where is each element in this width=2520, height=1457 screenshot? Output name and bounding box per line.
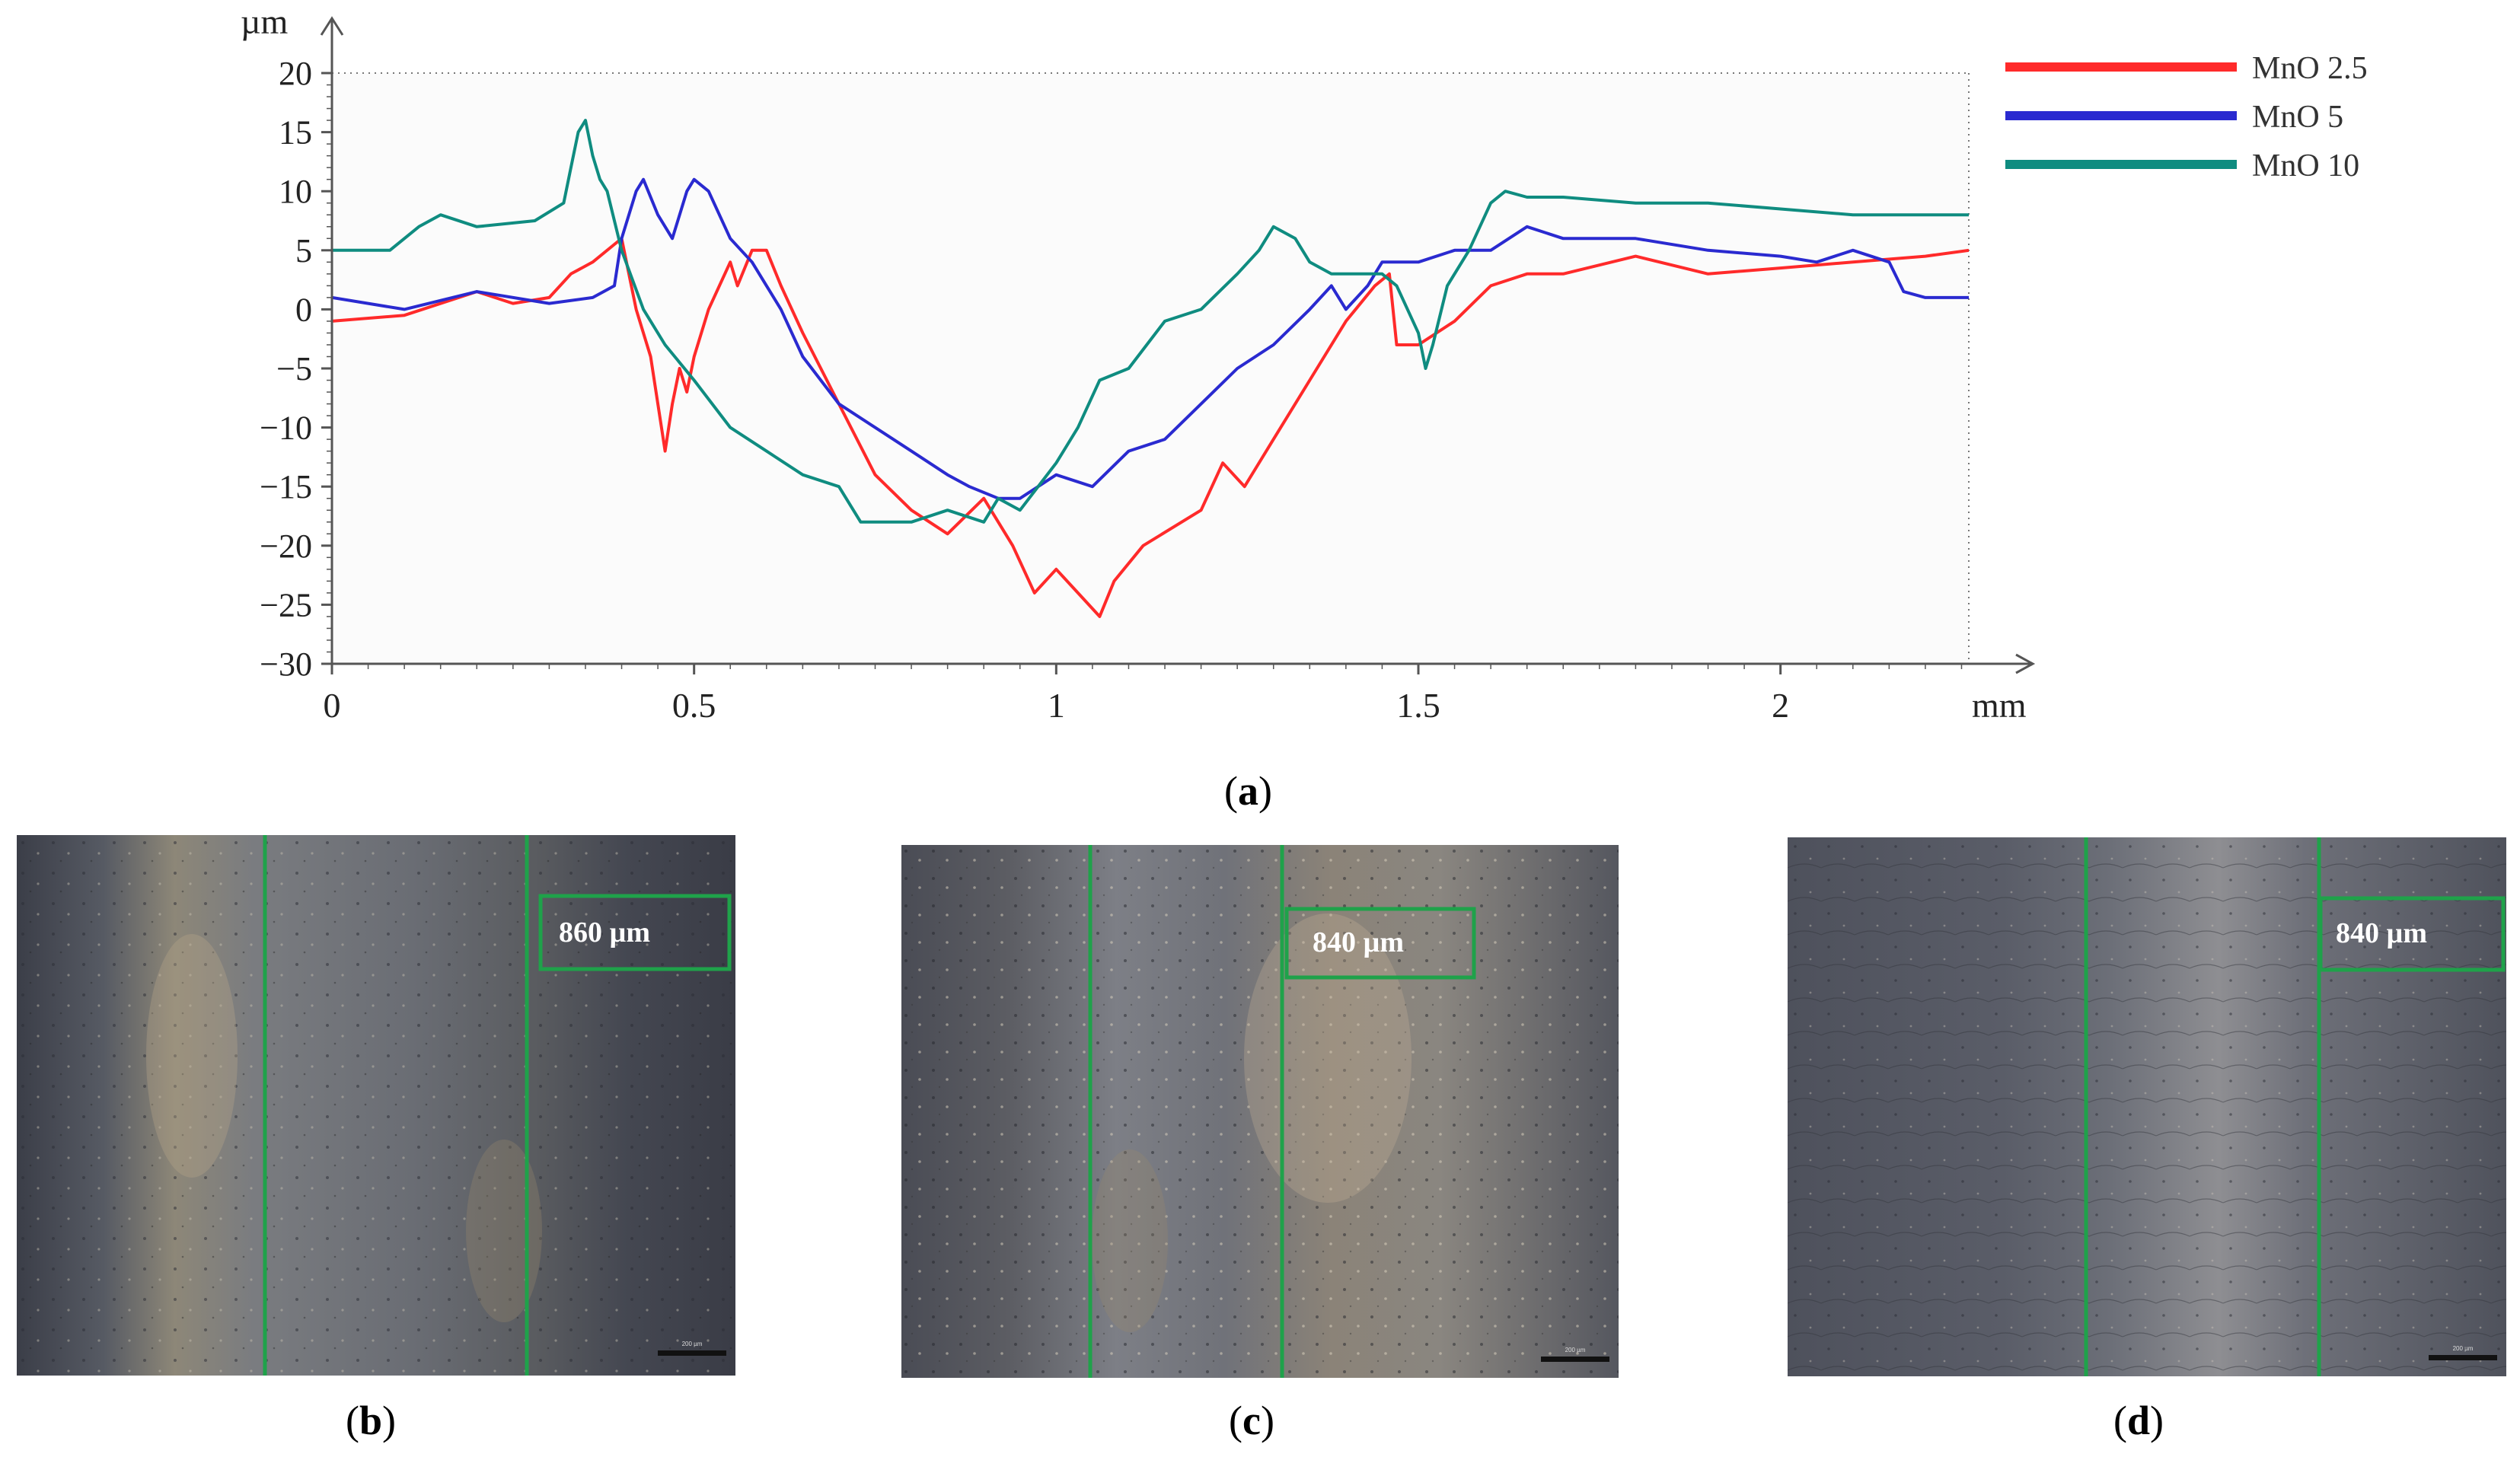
x-tick-label: 1.5 <box>1396 686 1440 725</box>
x-axis-arrow <box>2015 653 2036 674</box>
y-tick-label: −15 <box>260 468 312 505</box>
y-tick-label: −25 <box>260 586 312 623</box>
y-tick-label: 10 <box>279 173 312 210</box>
caption-a-letter: a <box>1237 768 1258 814</box>
y-tick-label: −10 <box>260 410 312 447</box>
caption-d-letter: d <box>2126 1398 2151 1443</box>
caption-b: (b) <box>346 1398 397 1443</box>
x-tick-label: 1 <box>1048 686 1065 725</box>
scale-bar-label: 200 µm <box>1565 1347 1586 1353</box>
legend-label: MnO 10 <box>2252 148 2359 183</box>
caption-b-letter: b <box>359 1398 383 1443</box>
scale-bar <box>658 1350 726 1356</box>
measurement-box <box>538 894 732 971</box>
measurement-box <box>2318 896 2506 972</box>
y-tick-label: 0 <box>295 291 312 328</box>
micrograph-c: 840 µm 200 µm <box>901 845 1619 1378</box>
y-tick-label: −30 <box>260 646 312 683</box>
x-axis-label: mm <box>1972 686 2027 725</box>
scale-bar <box>1541 1357 1609 1362</box>
micrograph-d-image: 840 µm 200 µm <box>1788 837 2506 1376</box>
micrograph-b-image: 860 µm 200 µm <box>17 835 735 1376</box>
series-line-mno-10 <box>332 119 1969 524</box>
measurement-label: 860 µm <box>559 917 650 948</box>
scale-bar <box>2429 1355 2497 1360</box>
plot-area-background <box>332 73 1969 664</box>
caption-a: (a) <box>1224 768 1272 814</box>
micrograph-c-image: 840 µm 200 µm <box>901 845 1619 1378</box>
caption-d: (d) <box>2113 1398 2164 1443</box>
scale-bar-label: 200 µm <box>682 1341 703 1347</box>
y-tick-label: 20 <box>279 55 312 92</box>
legend: MnO 2.5 MnO 5 MnO 10 <box>2005 51 2368 183</box>
y-tick-label: −5 <box>276 350 312 387</box>
micrograph-b: 860 µm 200 µm <box>17 835 735 1376</box>
series-layer <box>332 119 1969 618</box>
scale-bar-label: 200 µm <box>2453 1345 2474 1352</box>
measurement-label: 840 µm <box>1313 926 1404 958</box>
profile-chart-panel: 20 15 10 5 0 −5 −10 −15 −20 −25 −30 0 0.5 1 1.5 2 µm mm M… <box>241 2 2368 814</box>
axes: 20 15 10 5 0 −5 −10 −15 −20 −25 −30 0 0.5 1 1.5 2 µm mm <box>241 2 2036 725</box>
y-tick-label: 5 <box>295 232 312 269</box>
measurement-label: 840 µm <box>2336 917 2427 949</box>
x-tick-label: 0.5 <box>672 686 716 725</box>
y-axis-arrow <box>320 16 344 36</box>
x-tick-label: 2 <box>1772 686 1789 725</box>
measurement-box <box>1284 907 1476 980</box>
gridlines <box>332 72 1970 664</box>
y-axis-label: µm <box>241 2 289 41</box>
y-tick-label: −20 <box>260 528 312 565</box>
micrograph-d: 840 µm 200 µm <box>1788 837 2506 1376</box>
legend-label: MnO 2.5 <box>2252 51 2368 86</box>
caption-c: (c) <box>1229 1398 1274 1443</box>
x-tick-label: 0 <box>324 686 341 725</box>
profile-chart: 20 15 10 5 0 −5 −10 −15 −20 −25 −30 0 0.5 1 1.5 2 µm mm M… <box>241 2 2368 725</box>
legend-label: MnO 5 <box>2252 100 2343 135</box>
y-tick-label: 15 <box>279 114 312 151</box>
caption-c-letter: c <box>1242 1398 1261 1443</box>
